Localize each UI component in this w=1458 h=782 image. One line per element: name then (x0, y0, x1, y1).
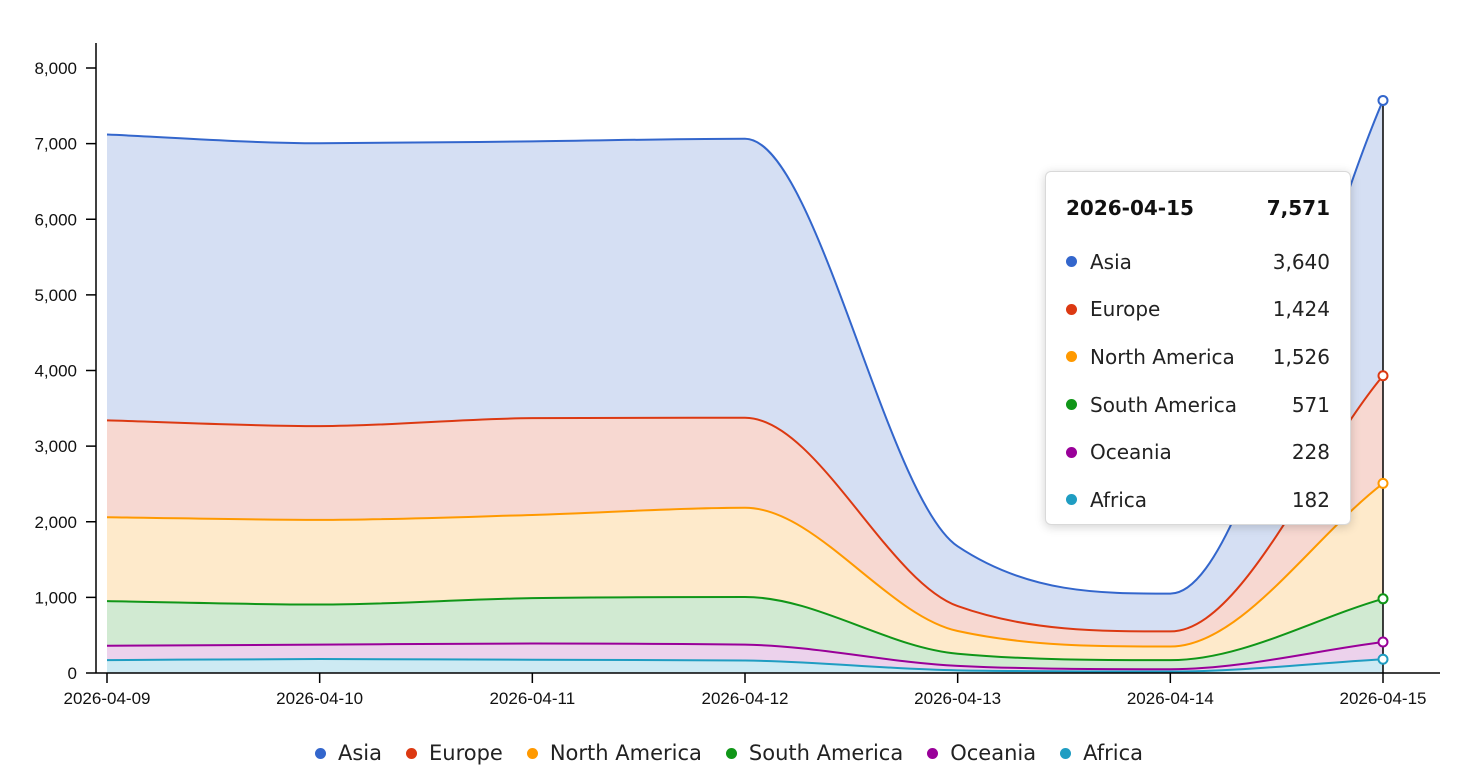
tooltip-dot-icon (1066, 446, 1077, 458)
tooltip-row-value: 228 (1291, 440, 1330, 465)
tooltip-row: Europe 1,424 (1066, 286, 1330, 334)
y-tick-label: 6,000 (34, 210, 77, 229)
legend-dot-icon (1060, 747, 1072, 759)
legend: Asia Europe North America South America … (0, 737, 1458, 769)
legend-dot-icon (314, 747, 326, 759)
legend-item-africa[interactable]: Africa (1060, 741, 1143, 765)
tooltip-row-name: North America (1090, 344, 1235, 369)
y-tick-label: 2,000 (34, 513, 77, 532)
line-south-america (106, 595, 1384, 662)
x-tick-label: 2026-04-14 (1127, 689, 1214, 708)
legend-item-asia[interactable]: Asia (314, 741, 382, 765)
x-tick-label: 2026-04-15 (1340, 689, 1427, 708)
line-africa (106, 658, 1384, 673)
tooltip-dot-icon (1066, 256, 1077, 268)
x-tick-label: 2026-04-12 (702, 689, 789, 708)
legend-item-europe[interactable]: Europe (405, 741, 503, 765)
tooltip-row-name: Europe (1090, 297, 1161, 322)
lines-layer (106, 100, 1384, 673)
y-tick-label: 1,000 (34, 588, 77, 607)
area-africa (107, 659, 1383, 673)
hover-layer (1377, 94, 1389, 673)
area-south-america (107, 596, 1383, 670)
area-north-america (107, 483, 1383, 661)
legend-item-south-america[interactable]: South America (725, 741, 904, 765)
hover-point-africa[interactable] (1377, 653, 1389, 665)
legend-dot-icon (927, 747, 939, 759)
y-tick-label: 8,000 (34, 59, 77, 78)
tooltip-row-name: Africa (1090, 487, 1148, 512)
axes-layer: 0 1,000 2,000 3,000 4,000 5,000 6,000 7,000 8,00… (34, 43, 1440, 708)
hover-point-south-america[interactable] (1377, 593, 1389, 605)
y-tick-label: 0 (68, 664, 77, 683)
tooltip-dot-icon (1066, 494, 1077, 506)
y-tick-label: 3,000 (34, 437, 77, 456)
tooltip-row-value: 571 (1291, 392, 1330, 417)
legend-dot-icon (405, 747, 417, 759)
area-oceania (107, 641, 1383, 672)
tooltip-row: Asia 3,640 (1066, 238, 1330, 286)
hover-point-north-america[interactable] (1377, 477, 1389, 489)
tooltip-header: 2026-04-15 7,571 (1066, 194, 1330, 222)
x-tick-label: 2026-04-11 (489, 689, 575, 708)
tooltip-row: Africa 182 (1066, 476, 1330, 524)
y-tick-label: 7,000 (34, 135, 77, 154)
legend-label: North America (549, 741, 702, 765)
tooltip-row: South America 571 (1066, 381, 1330, 429)
y-tick-label: 4,000 (34, 362, 77, 381)
hover-point-asia[interactable] (1377, 94, 1389, 106)
tooltip-dot-icon (1066, 399, 1077, 411)
tooltip-total: 7,571 (1266, 196, 1330, 220)
tooltip-row-name: Oceania (1090, 440, 1172, 465)
y-tick-label: 5,000 (34, 286, 77, 305)
tooltip-row-name: South America (1090, 392, 1237, 417)
tooltip-dot-icon (1066, 351, 1077, 363)
legend-dot-icon (526, 747, 538, 759)
tooltip-row: North America 1,526 (1066, 333, 1330, 381)
hover-point-europe[interactable] (1377, 370, 1389, 382)
tooltip-row-value: 1,424 (1272, 297, 1330, 322)
legend-item-oceania[interactable]: Oceania (927, 741, 1036, 765)
tooltip-row-value: 1,526 (1272, 344, 1330, 369)
legend-label: South America (748, 741, 904, 765)
legend-label: Oceania (950, 741, 1037, 765)
legend-item-north-america[interactable]: North America (526, 741, 702, 765)
line-oceania (106, 641, 1384, 671)
areas-layer (107, 100, 1383, 673)
tooltip-rows: Asia 3,640 Europe 1,424 North America 1,… (1066, 238, 1330, 524)
legend-label: Europe (428, 741, 503, 765)
x-tick-label: 2026-04-09 (64, 689, 151, 708)
x-tick-label: 2026-04-10 (276, 689, 363, 708)
area-europe (107, 375, 1383, 647)
legend-label: Africa (1083, 741, 1144, 765)
tooltip-row-name: Asia (1090, 249, 1132, 274)
tooltip-row: Oceania 228 (1066, 428, 1330, 476)
tooltip-row-value: 3,640 (1272, 249, 1330, 274)
legend-label: Asia (337, 741, 382, 765)
area-asia (107, 100, 1383, 632)
tooltip: 2026-04-15 7,571 Asia 3,640 Europe 1,424… (1045, 171, 1351, 525)
x-tick-label: 2026-04-13 (914, 689, 1001, 708)
line-europe (106, 375, 1384, 633)
tooltip-row-value: 182 (1291, 487, 1330, 512)
legend-dot-icon (725, 747, 737, 759)
line-asia (106, 100, 1384, 595)
line-north-america (106, 482, 1384, 648)
tooltip-dot-icon (1066, 303, 1077, 315)
tooltip-date: 2026-04-15 (1066, 196, 1194, 220)
hover-point-oceania[interactable] (1377, 636, 1389, 648)
